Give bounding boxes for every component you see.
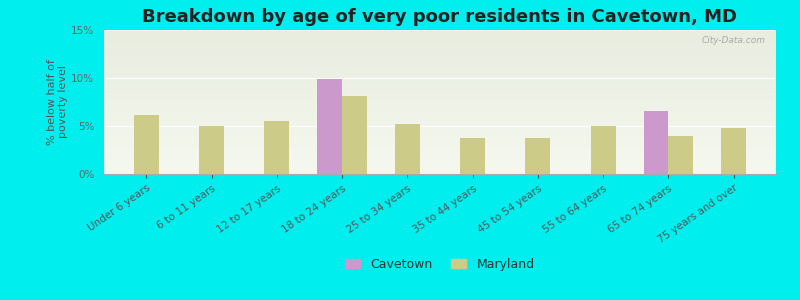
Bar (395, 124, 420, 174)
Bar (460, 139, 485, 174)
Bar (721, 128, 746, 174)
Bar (318, 79, 342, 174)
Title: Breakdown by age of very poor residents in Cavetown, MD: Breakdown by age of very poor residents … (142, 8, 738, 26)
Bar (643, 111, 668, 174)
Bar (199, 126, 224, 174)
Bar (526, 137, 550, 174)
Bar (590, 126, 615, 174)
Bar (134, 116, 159, 174)
Legend: Cavetown, Maryland: Cavetown, Maryland (341, 253, 539, 276)
Bar (342, 96, 367, 174)
Bar (265, 121, 290, 174)
Bar (668, 136, 693, 174)
Text: City-Data.com: City-Data.com (702, 36, 766, 45)
Y-axis label: % below half of
poverty level: % below half of poverty level (46, 59, 68, 145)
